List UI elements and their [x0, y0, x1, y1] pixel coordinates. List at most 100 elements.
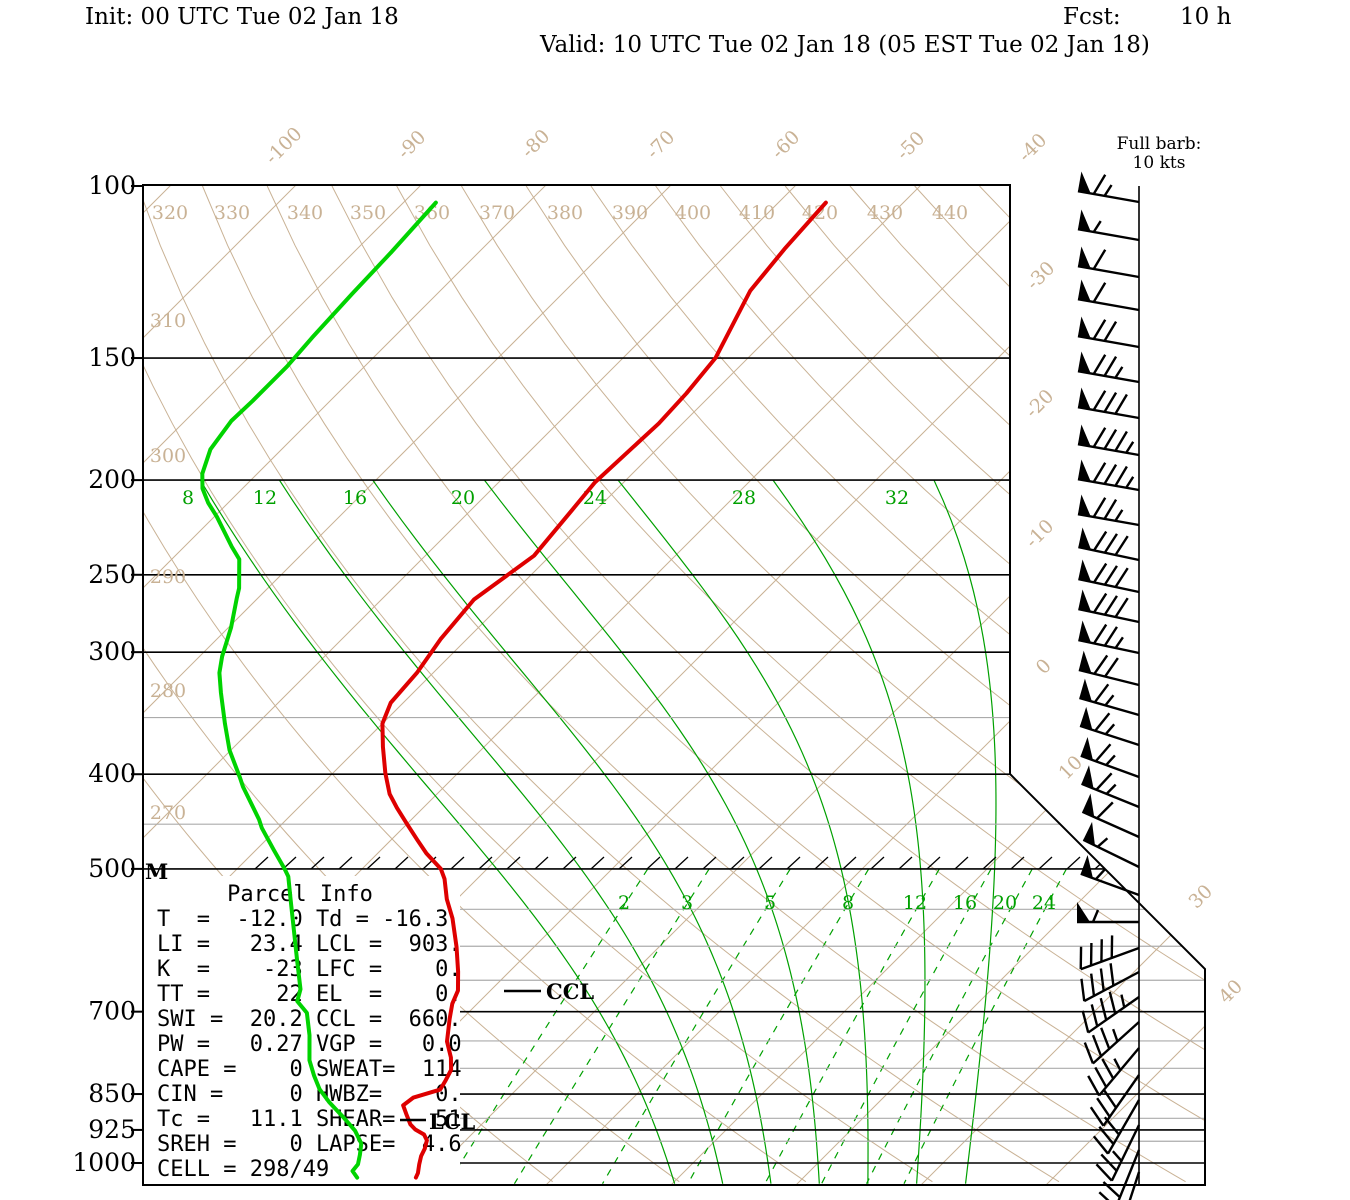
wind-barb — [1077, 351, 1140, 384]
barb-full — [1102, 1088, 1118, 1109]
dry-adiabat-line — [331, 185, 1205, 1183]
wind-barb — [1087, 1047, 1140, 1097]
barb-full — [1081, 1010, 1090, 1033]
isotherm-label: -100 — [261, 123, 307, 169]
dry-adiabat-line — [849, 185, 1205, 1183]
grid-line-labels: 320 330 340 350 360 370 380 390 400 410 420 430 4403… — [150, 202, 1056, 914]
barb-full — [1087, 1075, 1101, 1097]
hatch-tick — [842, 856, 857, 870]
barb-shaft — [1077, 190, 1140, 204]
mixing-ratio-line — [687, 868, 870, 1184]
barb-full — [1109, 963, 1115, 986]
barb-shaft — [1077, 265, 1140, 279]
isotherm-line — [143, 185, 422, 1185]
wind-barb — [1089, 1074, 1140, 1127]
barb-full — [1095, 772, 1113, 791]
dry-adiabat-line — [396, 185, 1205, 1183]
isotherm-line — [545, 185, 1205, 1185]
dry-adiabat-label: 440 — [932, 202, 968, 224]
barb-full — [1089, 973, 1096, 997]
parcel-info-row: TT = 22 EL = 0. — [157, 982, 462, 1007]
barb-pennant — [1077, 209, 1091, 232]
barb-full — [1091, 1034, 1103, 1057]
barb-full — [1114, 465, 1128, 487]
moist-adiabat-line — [617, 479, 869, 1184]
hatch-tick — [758, 856, 773, 870]
barb-half — [1114, 636, 1124, 649]
barb-half — [1114, 509, 1124, 522]
wind-barb — [1078, 650, 1140, 687]
barb-full — [1099, 997, 1108, 1021]
barb-shaft — [1106, 1099, 1141, 1155]
barb-full — [1101, 1058, 1115, 1080]
mixing-ratio-label: 8 — [842, 892, 854, 914]
barb-full — [1092, 462, 1107, 483]
barb-full — [1099, 968, 1105, 991]
hatch-tick — [394, 856, 409, 870]
hatch-tick — [702, 856, 717, 870]
isotherm-line — [143, 185, 797, 1185]
dry-adiabat-line — [143, 185, 807, 1183]
dry-adiabat-label: 320 — [152, 202, 188, 224]
barb-pennant — [1077, 351, 1091, 374]
max-wind-marker-label: M — [145, 859, 168, 884]
barb-full — [1096, 1097, 1111, 1118]
forecast-hour-label: Fcst: — [1063, 4, 1121, 30]
pressure-tick-label: 400 — [88, 759, 136, 788]
barb-full — [1092, 592, 1108, 614]
hatch-tick — [562, 856, 577, 870]
barb-shaft — [1083, 970, 1140, 1003]
temperature-curve — [380, 200, 828, 1180]
barb-pennant — [1080, 706, 1093, 730]
barb-full — [1092, 174, 1107, 195]
mixing-ratio-line — [447, 868, 649, 1185]
wind-barb — [1081, 793, 1140, 839]
dry-adiabat-line — [461, 185, 1205, 1183]
hatch-tick — [534, 856, 549, 870]
pressure-axis: 100 150 200 250 300 400 500 700 850 925 1000 — [72, 171, 143, 1177]
hatch-tick — [1066, 856, 1081, 870]
barb-shaft — [1077, 443, 1140, 457]
barb-full — [1089, 942, 1093, 966]
isotherm-line — [920, 185, 1205, 1185]
barb-shaft — [1080, 872, 1140, 897]
barb-half — [1125, 441, 1135, 454]
barb-full — [1103, 1116, 1120, 1136]
barb-full — [1092, 319, 1107, 340]
hatch-tick — [786, 856, 801, 870]
pressure-tick-label: 200 — [88, 465, 136, 494]
barb-shaft — [1098, 1047, 1140, 1097]
pressure-tick-label: 250 — [88, 560, 136, 589]
dry-adiabat-label: 370 — [479, 202, 515, 224]
wind-barb — [1078, 527, 1140, 562]
barb-half — [1125, 476, 1135, 489]
barb-shaft — [1077, 228, 1140, 242]
wind-barb — [1077, 171, 1140, 204]
wind-barb — [1081, 991, 1140, 1034]
mixing-ratio-line — [764, 868, 940, 1184]
barb-pennant — [1080, 855, 1093, 879]
isotherm-line — [143, 185, 547, 1185]
barb-pennant — [1078, 589, 1092, 612]
isotherm-label: -30 — [1022, 257, 1059, 294]
parcel-info-row: LI = 23.4 LCL = 903. — [157, 932, 462, 957]
barb-full — [1104, 657, 1119, 678]
wind-barb — [1077, 459, 1140, 492]
barb-full — [1094, 712, 1111, 732]
barb-pennant — [1080, 737, 1093, 761]
mixing-ratio-line — [866, 868, 1033, 1184]
mixing-ratio-label: 20 — [993, 892, 1017, 914]
moist-adiabat-line — [933, 479, 997, 1184]
dry-adiabat-line — [143, 185, 933, 1183]
barb-pennant — [1077, 494, 1091, 517]
moist-adiabat-line — [483, 479, 820, 1184]
barb-shaft — [1078, 577, 1140, 594]
barb-shaft — [1092, 1021, 1140, 1065]
isotherm-label: -10 — [1021, 515, 1058, 552]
barb-full — [1098, 1125, 1115, 1145]
hatch-tick — [450, 856, 465, 870]
parcel-info-box — [144, 876, 460, 1184]
hatch-tick — [954, 856, 969, 870]
moist-adiabat-line — [772, 479, 926, 1184]
